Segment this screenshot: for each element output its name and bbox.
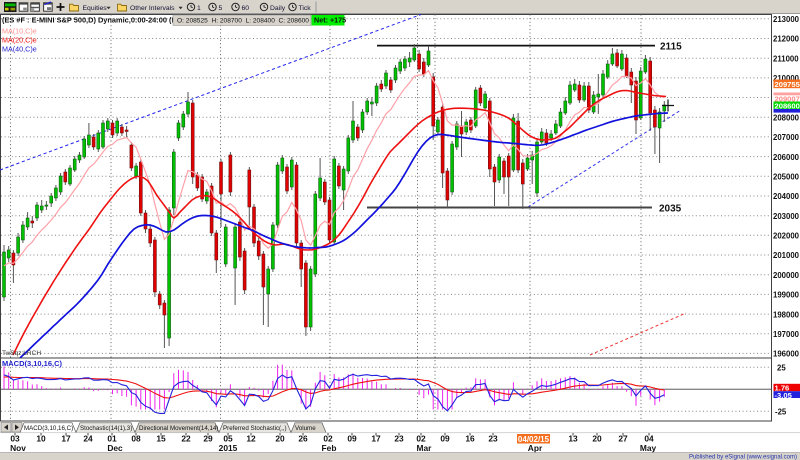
- svg-text:Apr: Apr: [528, 443, 543, 453]
- svg-text:5: 5: [219, 5, 223, 12]
- svg-text:03: 03: [10, 434, 20, 444]
- svg-text:Tick: Tick: [299, 5, 312, 12]
- svg-text:209755: 209755: [775, 80, 800, 89]
- svg-text:Equities: Equities: [83, 5, 108, 12]
- svg-text:211000: 211000: [773, 54, 799, 63]
- svg-text:Directional Movement(14,14): Directional Movement(14,14): [139, 425, 218, 432]
- svg-text:Nov: Nov: [10, 443, 26, 453]
- svg-text:Net: +175: Net: +175: [314, 16, 346, 25]
- svg-text:12: 12: [246, 434, 256, 444]
- svg-text:29: 29: [203, 434, 213, 444]
- svg-text:1: 1: [197, 5, 201, 12]
- svg-text:22: 22: [181, 434, 191, 444]
- svg-text:MA(40,C)e: MA(40,C)e: [2, 45, 37, 54]
- svg-text:202000: 202000: [773, 232, 800, 241]
- svg-text:10: 10: [36, 434, 46, 444]
- svg-text:02: 02: [416, 434, 426, 444]
- svg-text:Mar: Mar: [417, 443, 433, 453]
- svg-text:2035: 2035: [659, 204, 682, 215]
- svg-text:04: 04: [644, 434, 654, 444]
- svg-text:09: 09: [347, 434, 357, 444]
- svg-text:212000: 212000: [773, 35, 800, 44]
- svg-text:213000: 213000: [773, 15, 800, 24]
- svg-text:23: 23: [488, 434, 498, 444]
- svg-text:208600: 208600: [775, 102, 800, 111]
- svg-text:MA(10,C)e: MA(10,C)e: [2, 27, 37, 36]
- svg-text:25: 25: [777, 364, 786, 373]
- svg-text:60: 60: [242, 5, 250, 12]
- svg-text:203000: 203000: [773, 212, 800, 221]
- svg-text:Published by eSignal (www.esig: Published by eSignal (www.esignal.com): [689, 455, 797, 460]
- svg-text:02: 02: [323, 434, 333, 444]
- svg-text:08: 08: [131, 434, 141, 444]
- svg-text:201000: 201000: [773, 251, 800, 260]
- svg-text:04/02/15: 04/02/15: [518, 435, 550, 444]
- svg-text:01: 01: [107, 434, 117, 444]
- svg-text:199000: 199000: [773, 291, 800, 300]
- svg-text:205000: 205000: [773, 173, 800, 182]
- svg-text:MA(20,C)e: MA(20,C)e: [2, 36, 37, 45]
- svg-text:Dec: Dec: [107, 443, 123, 453]
- svg-text:15: 15: [156, 434, 166, 444]
- svg-text:24: 24: [83, 434, 93, 444]
- svg-text:26: 26: [298, 434, 308, 444]
- svg-text:207000: 207000: [773, 133, 800, 142]
- svg-text:17: 17: [371, 434, 381, 444]
- svg-text:197000: 197000: [773, 330, 800, 339]
- svg-text:198000: 198000: [773, 310, 800, 319]
- svg-text:Stochastic(14(1),3): Stochastic(14(1),3): [80, 425, 132, 432]
- svg-text:20: 20: [275, 434, 285, 444]
- svg-text:(ES #F : E-MINI S&P 500,D) Dyn: (ES #F : E-MINI S&P 500,D) Dynamic,0:00-…: [2, 16, 177, 25]
- svg-text:17: 17: [61, 434, 71, 444]
- svg-text:Other Intervals: Other Intervals: [130, 5, 175, 12]
- svg-text:210000: 210000: [773, 74, 800, 83]
- svg-text:196000: 196000: [773, 350, 800, 359]
- svg-text:27: 27: [618, 434, 628, 444]
- svg-text:05: 05: [223, 434, 233, 444]
- svg-text:208000: 208000: [773, 113, 800, 122]
- svg-text:Feb: Feb: [322, 443, 337, 453]
- svg-text:MACD(3,10,16,C): MACD(3,10,16,C): [24, 425, 73, 432]
- svg-text:206000: 206000: [773, 153, 800, 162]
- svg-text:16: 16: [465, 434, 475, 444]
- svg-text:Volume: Volume: [295, 425, 316, 432]
- svg-text:200000: 200000: [773, 271, 800, 280]
- svg-text:23: 23: [394, 434, 404, 444]
- svg-text:2115: 2115: [660, 42, 682, 53]
- svg-text:2015: 2015: [219, 443, 238, 453]
- svg-text:MACD(3,10,16,C): MACD(3,10,16,C): [2, 359, 63, 368]
- svg-text:209007: 209007: [775, 94, 800, 103]
- svg-text:Daily: Daily: [270, 5, 286, 12]
- svg-text:1.76: 1.76: [775, 384, 790, 393]
- svg-text:TwSqz:LRCH: TwSqz:LRCH: [2, 350, 41, 357]
- svg-text:-25: -25: [775, 408, 787, 417]
- svg-text:O: 208525 H: 208700 L: 20840: O: 208525 H: 208700 L: 208400 C: 208600: [177, 18, 309, 25]
- svg-text:May: May: [640, 443, 657, 453]
- svg-text:13: 13: [568, 434, 578, 444]
- svg-text:Preferred Stochastic(,,): Preferred Stochastic(,,): [223, 425, 287, 432]
- svg-text:-3.05: -3.05: [775, 391, 793, 400]
- svg-text:09: 09: [440, 434, 450, 444]
- svg-text:204000: 204000: [773, 192, 800, 201]
- svg-text:20: 20: [592, 434, 602, 444]
